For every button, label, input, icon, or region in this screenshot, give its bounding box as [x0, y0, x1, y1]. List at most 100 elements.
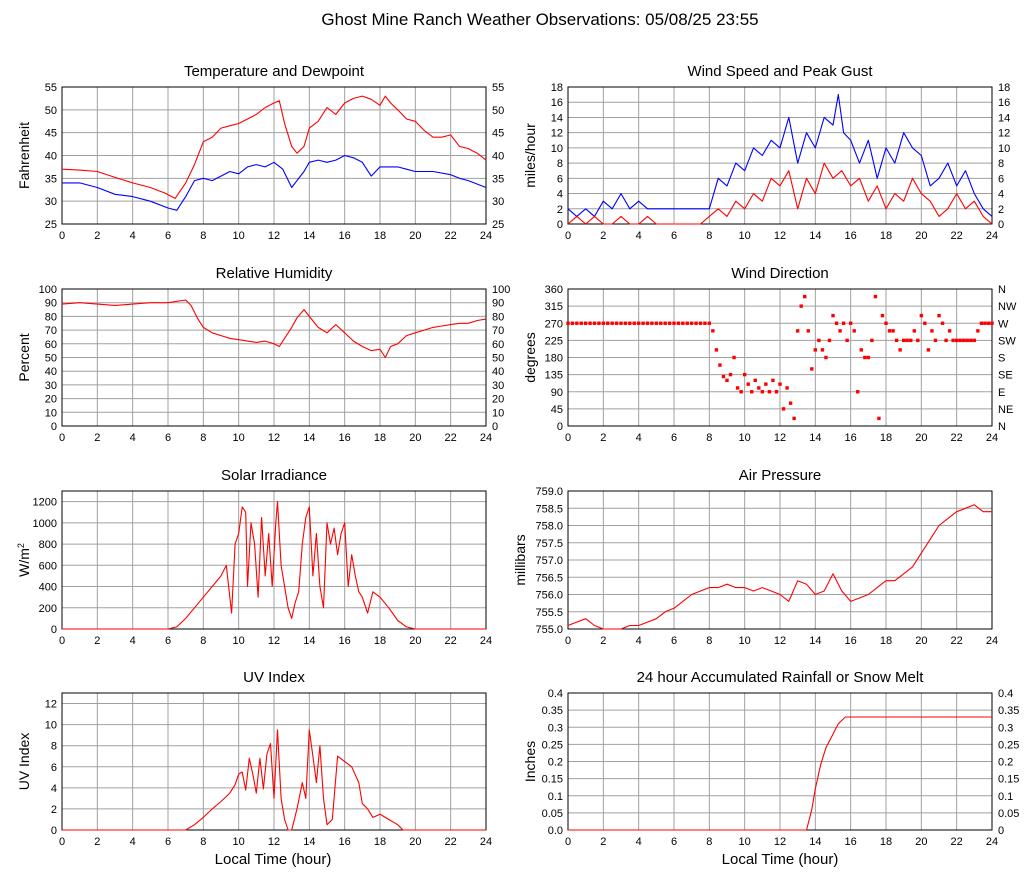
direction-point: [778, 382, 782, 386]
direction-point: [859, 348, 863, 352]
temperature-title: Temperature and Dewpoint: [184, 63, 365, 80]
plot-frame: [567, 490, 993, 630]
y-tick-label-right: N: [998, 421, 1006, 433]
y-tick-label: 40: [45, 151, 57, 163]
y-tick-label: 70: [45, 325, 57, 337]
x-tick-label: 20: [409, 230, 421, 242]
x-tick-label: 6: [165, 432, 171, 444]
direction-point: [986, 321, 991, 325]
direction-point: [962, 338, 966, 343]
direction-point: [848, 321, 853, 325]
direction-point: [614, 321, 619, 325]
direction-point: [820, 348, 825, 352]
direction-point: [792, 416, 796, 421]
direction-point: [725, 378, 729, 383]
direction-point: [976, 329, 980, 333]
y-tick-label: 2: [51, 804, 57, 816]
x-tick-label: 12: [774, 432, 786, 444]
y-tick-label: 0: [51, 624, 57, 636]
direction-point: [628, 321, 632, 325]
y-tick-label-right: E: [998, 387, 1005, 399]
x-tick-label: 2: [94, 635, 100, 647]
x-tick-label: 18: [374, 432, 386, 444]
y-tick-label: 40: [45, 366, 57, 378]
y-tick-label: 756.0: [535, 590, 563, 602]
x-tick-label: 16: [845, 635, 857, 647]
x-tick-label: 2: [94, 230, 100, 242]
y-tick-label: 10: [551, 143, 563, 155]
direction-point: [601, 321, 606, 325]
y-tick-label: 0.1: [548, 791, 563, 803]
y-tick-label-right: N: [998, 284, 1006, 296]
direction-point: [898, 348, 902, 352]
humidity-series-line-0: [61, 299, 487, 359]
x-tick-label: 18: [374, 230, 386, 242]
uv-ylabel: UV Index: [16, 733, 32, 791]
x-tick-label: 0: [59, 432, 65, 444]
solar-ylabel: W/m2: [16, 543, 32, 577]
y-tick-label: 270: [545, 318, 563, 330]
x-tick-label: 24: [480, 635, 492, 647]
pressure-series-line-0: [567, 504, 992, 630]
x-tick-label: 0: [59, 836, 65, 848]
x-tick-label: 20: [915, 836, 927, 848]
y-tick-label-right: 90: [492, 298, 504, 310]
y-tick-label: 758.5: [535, 503, 563, 515]
wind_speed-title: Wind Speed and Peak Gust: [687, 63, 873, 80]
x-tick-label: 2: [600, 635, 606, 647]
direction-point: [983, 321, 987, 325]
rain-title: 24 hour Accumulated Rainfall or Snow Mel…: [637, 669, 925, 686]
x-tick-label: 4: [130, 432, 136, 444]
direction-point: [841, 321, 846, 325]
direction-point: [583, 321, 588, 325]
y-tick-label: 0.2: [548, 757, 563, 769]
direction-point: [672, 321, 676, 325]
y-tick-label-right: 14: [998, 112, 1010, 124]
y-tick-label-right: 35: [492, 173, 504, 185]
x-tick-label: 10: [233, 432, 245, 444]
x-tick-label: 24: [986, 432, 998, 444]
y-tick-label-right: 30: [492, 196, 504, 208]
direction-point: [659, 321, 663, 325]
x-tick-label: 16: [845, 230, 857, 242]
x-tick-label: 24: [986, 635, 998, 647]
y-tick-label-right: 12: [998, 128, 1010, 140]
direction-point: [944, 338, 948, 343]
direction-point: [926, 348, 931, 352]
y-tick-label-right: 40: [492, 366, 504, 378]
direction-point: [937, 313, 941, 318]
x-tick-label: 16: [845, 836, 857, 848]
x-tick-label: 0: [565, 836, 571, 848]
direction-point: [592, 321, 597, 325]
direction-point: [923, 321, 927, 325]
y-tick-label-right: 16: [998, 97, 1010, 109]
y-tick-label: 30: [45, 380, 57, 392]
x-tick-label: 12: [774, 635, 786, 647]
direction-point: [834, 321, 839, 325]
plot-frame: [567, 86, 993, 225]
solar-title: Solar Irradiance: [221, 467, 327, 484]
x-tick-label: 0: [565, 432, 571, 444]
x-tick-label: 4: [130, 230, 136, 242]
direction-point: [894, 338, 899, 343]
y-tick-label-right: NW: [998, 301, 1017, 313]
direction-point: [785, 386, 789, 390]
direction-point: [676, 321, 681, 325]
direction-point: [940, 321, 945, 325]
y-tick-label-right: 0.25: [998, 739, 1019, 751]
y-tick-label: 18: [551, 82, 563, 94]
x-tick-label: 6: [165, 836, 171, 848]
direction-point: [827, 338, 832, 343]
direction-point: [965, 338, 969, 343]
direction-point: [870, 338, 874, 343]
y-tick-label-right: 4: [998, 189, 1004, 201]
y-tick-label: 0: [557, 219, 563, 231]
y-tick-label: 180: [545, 353, 563, 365]
direction-point: [909, 338, 913, 343]
y-tick-label-right: 0: [492, 421, 498, 433]
direction-point: [721, 374, 726, 379]
direction-point: [746, 382, 750, 386]
y-tick-label: 1000: [33, 518, 57, 530]
y-tick-label-right: SE: [998, 370, 1013, 382]
